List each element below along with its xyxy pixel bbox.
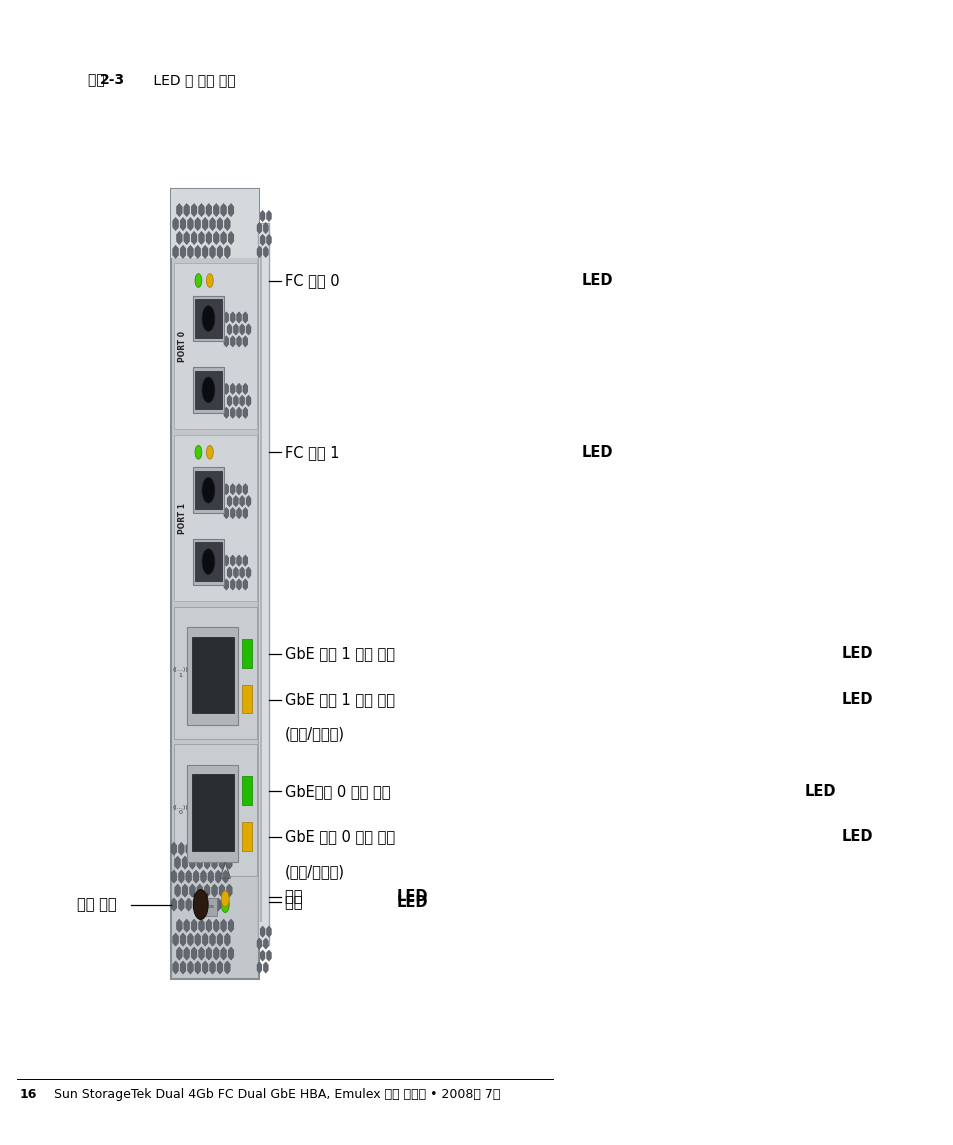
Text: FC 포트 0: FC 포트 0 bbox=[285, 273, 344, 289]
Bar bbox=[173, 263, 256, 429]
Text: ((…))
1: ((…)) 1 bbox=[172, 668, 188, 678]
Text: PORT 0: PORT 0 bbox=[178, 331, 187, 362]
Text: 정상: 정상 bbox=[285, 894, 307, 910]
Bar bbox=[187, 765, 238, 862]
Circle shape bbox=[202, 377, 214, 403]
Text: (녹색/노란색): (녹색/노란색) bbox=[285, 726, 345, 742]
Text: LED: LED bbox=[581, 444, 613, 460]
Bar bbox=[193, 539, 224, 585]
Text: ((…))
0: ((…)) 0 bbox=[172, 805, 188, 815]
Bar bbox=[206, 898, 216, 916]
Bar bbox=[193, 295, 224, 341]
Text: LED: LED bbox=[841, 829, 873, 845]
Bar bbox=[173, 435, 256, 601]
Bar bbox=[195, 299, 221, 338]
Bar bbox=[241, 822, 252, 851]
Text: OK: OK bbox=[209, 905, 214, 909]
Text: GbE 포트 0 링크 속도: GbE 포트 0 링크 속도 bbox=[285, 829, 399, 845]
Bar bbox=[192, 774, 233, 851]
Text: FC 포트 1: FC 포트 1 bbox=[285, 444, 344, 460]
Text: 주의: 주의 bbox=[285, 889, 307, 905]
Bar bbox=[187, 627, 238, 725]
Bar bbox=[193, 366, 224, 413]
Text: LED 및 주의 버튼: LED 및 주의 버튼 bbox=[114, 73, 235, 87]
Circle shape bbox=[206, 274, 213, 287]
Bar bbox=[173, 744, 256, 876]
Text: 그림: 그림 bbox=[89, 73, 110, 87]
Text: PORT 1: PORT 1 bbox=[178, 503, 187, 534]
Text: (녹색/노란색): (녹색/노란색) bbox=[285, 863, 345, 879]
Text: LED: LED bbox=[804, 783, 836, 799]
Bar bbox=[171, 189, 259, 979]
Circle shape bbox=[194, 445, 202, 459]
Text: GbE 포트 1 링크 속도: GbE 포트 1 링크 속도 bbox=[285, 692, 399, 708]
Text: LED: LED bbox=[841, 692, 873, 708]
Bar bbox=[258, 223, 269, 945]
Bar bbox=[171, 189, 259, 258]
Circle shape bbox=[193, 890, 208, 919]
Circle shape bbox=[206, 445, 213, 459]
Circle shape bbox=[202, 306, 214, 331]
Text: LED: LED bbox=[396, 889, 428, 905]
Bar bbox=[241, 685, 252, 713]
Bar bbox=[195, 471, 221, 510]
Text: GbE포트 0 링크 상태: GbE포트 0 링크 상태 bbox=[285, 783, 395, 799]
Bar bbox=[192, 637, 233, 713]
Bar bbox=[241, 776, 252, 805]
Text: ATTN: ATTN bbox=[193, 893, 209, 898]
Circle shape bbox=[202, 548, 214, 575]
Bar bbox=[260, 246, 262, 922]
Text: LED: LED bbox=[841, 646, 873, 662]
Text: GbE 포트 1 링크 상태: GbE 포트 1 링크 상태 bbox=[285, 646, 399, 662]
Text: LED: LED bbox=[581, 273, 613, 289]
Circle shape bbox=[221, 897, 229, 913]
Circle shape bbox=[221, 891, 229, 907]
Bar bbox=[193, 467, 224, 513]
Circle shape bbox=[194, 274, 202, 287]
Text: 2-3: 2-3 bbox=[100, 73, 125, 87]
Text: Sun StorageTek Dual 4Gb FC Dual GbE HBA, Emulex 설치 설명서 • 2008년 7월: Sun StorageTek Dual 4Gb FC Dual GbE HBA,… bbox=[54, 1088, 500, 1101]
Bar bbox=[173, 607, 256, 739]
Bar bbox=[195, 371, 221, 409]
Bar bbox=[241, 639, 252, 668]
Circle shape bbox=[202, 477, 214, 503]
Bar bbox=[195, 543, 221, 581]
Text: 16: 16 bbox=[20, 1088, 37, 1101]
Text: LED: LED bbox=[396, 894, 428, 910]
Text: 주의 버튼: 주의 버튼 bbox=[77, 897, 116, 913]
